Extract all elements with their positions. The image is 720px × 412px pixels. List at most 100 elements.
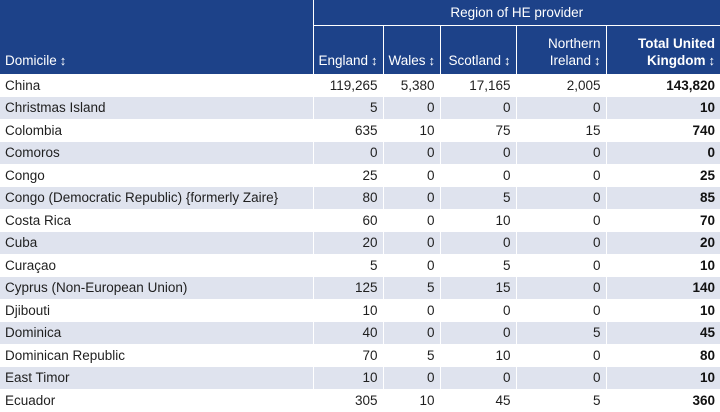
cell-total-uk: 740: [606, 119, 720, 142]
cell-northern-ireland: 0: [516, 299, 607, 322]
cell-northern-ireland: 0: [516, 96, 607, 119]
cell-domicile: China: [0, 74, 314, 97]
region-group-header: Region of HE provider: [313, 0, 720, 26]
cell-domicile: Djibouti: [0, 299, 314, 322]
cell-england: 60: [313, 209, 384, 232]
cell-wales: 10: [383, 119, 441, 142]
cell-total-uk: 25: [606, 164, 720, 187]
cell-northern-ireland: 0: [516, 254, 607, 277]
cell-scotland: 10: [440, 344, 517, 367]
cell-total-uk: 20: [606, 231, 720, 254]
cell-england: 20: [313, 231, 384, 254]
cell-wales: 0: [383, 254, 441, 277]
cell-total-uk: 360: [606, 389, 720, 412]
cell-total-uk: 140: [606, 276, 720, 299]
column-header-wales[interactable]: Wales ↕: [383, 25, 441, 74]
sort-icon[interactable]: ↕: [371, 53, 378, 68]
cell-england: 10: [313, 366, 384, 389]
table-row: Costa Rica 60 0 10 0 70: [0, 209, 720, 232]
cell-wales: 0: [383, 141, 441, 164]
cell-england: 125: [313, 276, 384, 299]
column-label-ni-line2: Ireland: [549, 53, 591, 68]
cell-wales: 0: [383, 96, 441, 119]
table-row: Djibouti 10 0 0 0 10: [0, 299, 720, 322]
table-row: Congo (Democratic Republic) {formerly Za…: [0, 186, 720, 209]
cell-scotland: 0: [440, 96, 517, 119]
cell-total-uk: 45: [606, 321, 720, 344]
cell-scotland: 0: [440, 299, 517, 322]
cell-wales: 5: [383, 276, 441, 299]
cell-england: 40: [313, 321, 384, 344]
table-row: China 119,265 5,380 17,165 2,005 143,820: [0, 74, 720, 97]
table-row: Christmas Island 5 0 0 0 10: [0, 96, 720, 119]
cell-england: 80: [313, 186, 384, 209]
cell-domicile: Congo (Democratic Republic) {formerly Za…: [0, 186, 314, 209]
cell-northern-ireland: 0: [516, 141, 607, 164]
cell-wales: 0: [383, 164, 441, 187]
cell-scotland: 0: [440, 366, 517, 389]
cell-northern-ireland: 0: [516, 164, 607, 187]
cell-total-uk: 70: [606, 209, 720, 232]
cell-scotland: 5: [440, 186, 517, 209]
cell-wales: 0: [383, 209, 441, 232]
cell-scotland: 10: [440, 209, 517, 232]
sort-icon[interactable]: ↕: [428, 53, 436, 68]
cell-northern-ireland: 15: [516, 119, 607, 142]
cell-domicile: East Timor: [0, 366, 314, 389]
cell-wales: 5,380: [383, 74, 441, 97]
column-label-uk-line2: Kingdom: [647, 53, 706, 68]
cell-northern-ireland: 0: [516, 186, 607, 209]
cell-england: 70: [313, 344, 384, 367]
table-row: East Timor 10 0 0 0 10: [0, 366, 720, 389]
cell-northern-ireland: 0: [516, 366, 607, 389]
cell-northern-ireland: 5: [516, 389, 607, 412]
cell-scotland: 0: [440, 164, 517, 187]
table-row: Dominica 40 0 0 5 45: [0, 321, 720, 344]
table-row: Colombia 635 10 75 15 740: [0, 119, 720, 142]
cell-wales: 0: [383, 299, 441, 322]
cell-scotland: 5: [440, 254, 517, 277]
cell-domicile: Dominica: [0, 321, 314, 344]
table-row: Ecuador 305 10 45 5 360: [0, 389, 720, 412]
column-header-northern-ireland[interactable]: Northern Ireland ↕: [516, 25, 607, 74]
cell-domicile: Colombia: [0, 119, 314, 142]
sort-icon[interactable]: ↕: [504, 53, 511, 68]
sort-icon[interactable]: ↕: [594, 53, 601, 68]
cell-england: 635: [313, 119, 384, 142]
cell-domicile: Christmas Island: [0, 96, 314, 119]
cell-total-uk: 10: [606, 366, 720, 389]
cell-domicile: Cuba: [0, 231, 314, 254]
cell-northern-ireland: 0: [516, 344, 607, 367]
cell-england: 119,265: [313, 74, 384, 97]
table-row: Comoros 0 0 0 0 0: [0, 141, 720, 164]
column-header-england[interactable]: England ↕: [313, 25, 384, 74]
cell-scotland: 15: [440, 276, 517, 299]
cell-domicile: Comoros: [0, 141, 314, 164]
table-row: Dominican Republic 70 5 10 0 80: [0, 344, 720, 367]
cell-total-uk: 80: [606, 344, 720, 367]
column-label-ni-line1: Northern: [547, 36, 601, 51]
cell-northern-ireland: 0: [516, 231, 607, 254]
cell-total-uk: 10: [606, 254, 720, 277]
column-header-domicile[interactable]: Domicile ↕: [0, 25, 314, 74]
table-body: China 119,265 5,380 17,165 2,005 143,820 Chris…: [0, 74, 720, 412]
column-header-scotland[interactable]: Scotland ↕: [440, 25, 517, 74]
table-header: Region of HE provider Domicile ↕ England ↕…: [0, 0, 720, 74]
cell-northern-ireland: 0: [516, 209, 607, 232]
table-row: Curaçao 5 0 5 0 10: [0, 254, 720, 277]
cell-domicile: Curaçao: [0, 254, 314, 277]
cell-england: 0: [313, 141, 384, 164]
cell-england: 25: [313, 164, 384, 187]
sort-icon[interactable]: ↕: [708, 53, 716, 68]
cell-total-uk: 10: [606, 299, 720, 322]
cell-scotland: 75: [440, 119, 517, 142]
cell-wales: 5: [383, 344, 441, 367]
cell-england: 10: [313, 299, 384, 322]
cell-wales: 10: [383, 389, 441, 412]
sort-icon[interactable]: ↕: [59, 53, 67, 68]
column-label-domicile: Domicile: [5, 53, 57, 68]
column-label-england: England: [318, 53, 369, 68]
column-header-total-uk[interactable]: Total United Kingdom ↕: [606, 25, 720, 74]
cell-northern-ireland: 0: [516, 276, 607, 299]
table-row: Congo 25 0 0 0 25: [0, 164, 720, 187]
